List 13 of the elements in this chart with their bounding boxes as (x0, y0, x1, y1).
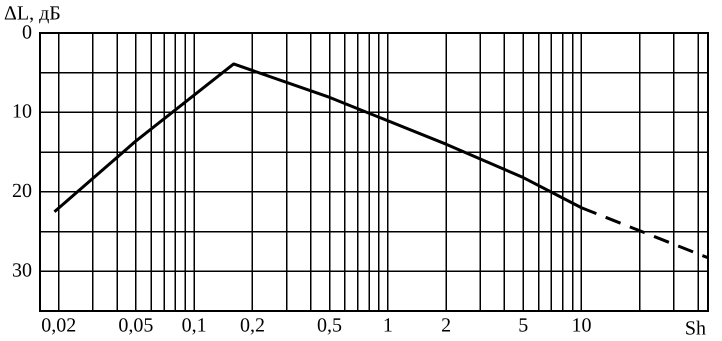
x-tick-label: 0,2 (240, 314, 265, 336)
y-tick-label: 10 (12, 100, 32, 123)
x-tick-label: 0,02 (41, 314, 76, 336)
x-tick-label: 10 (571, 314, 592, 336)
x-tick-label: 5 (518, 314, 528, 336)
y-tick-label: 30 (12, 260, 32, 282)
x-tick-label: 0,5 (317, 314, 342, 336)
x-axis-title: Sh (684, 317, 706, 340)
x-tick-label: 2 (441, 314, 452, 336)
y-tick-label: 20 (12, 180, 32, 202)
x-tick-label: 0,1 (182, 314, 207, 336)
x-tick-label: 1 (382, 314, 393, 336)
x-tick-label: 0,05 (118, 314, 154, 336)
